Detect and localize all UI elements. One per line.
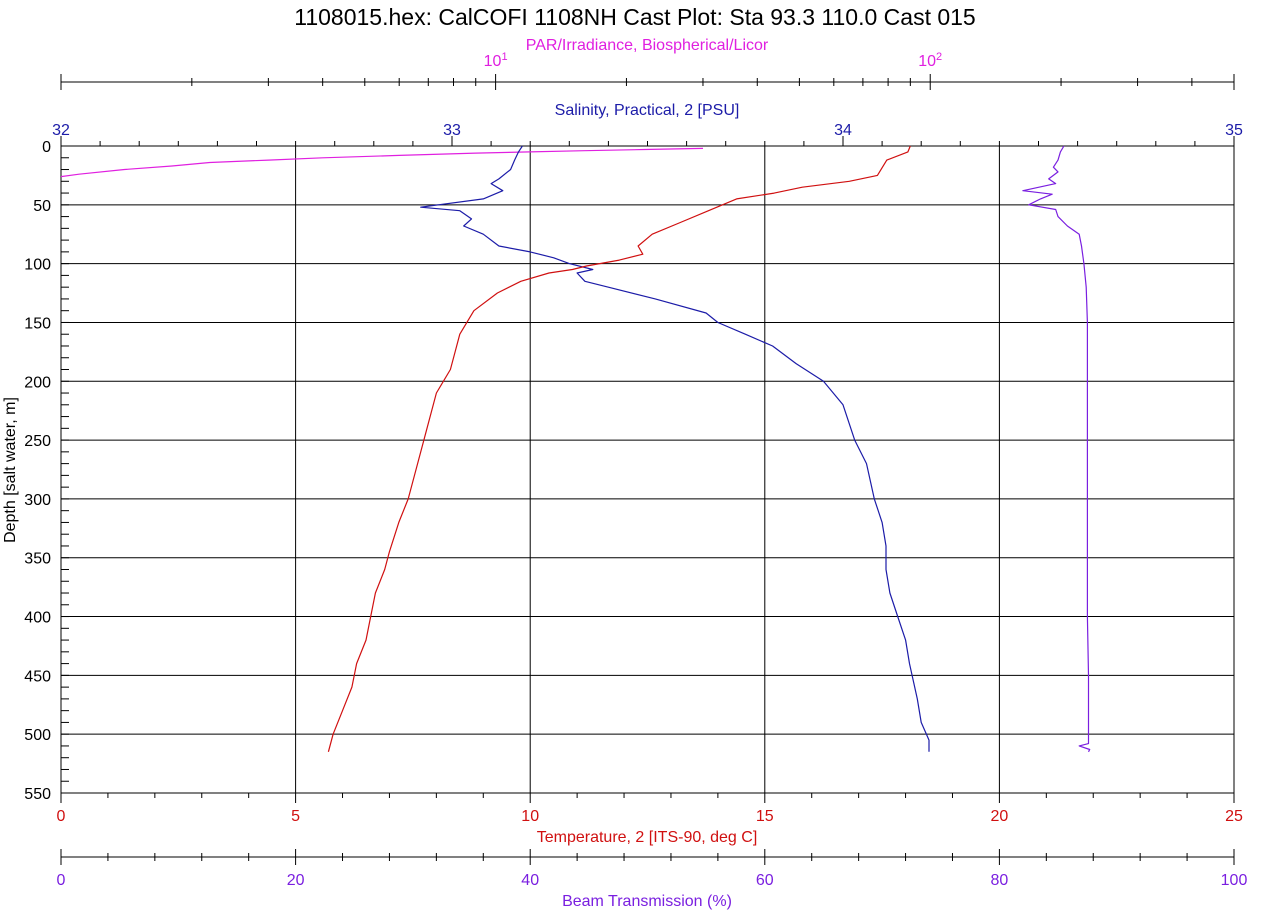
temperature-tick-label: 15 [756, 808, 774, 825]
depth-tick-label: 0 [42, 139, 51, 156]
salinity-tick-label: 34 [834, 122, 852, 139]
salinity-series-line [420, 145, 930, 752]
par-axis-label: PAR/Irradiance, Biospherical/Licor [526, 37, 769, 54]
beam-tick-label: 40 [521, 872, 539, 889]
series-layer [60, 145, 1091, 753]
grid-layer [60, 145, 1235, 794]
depth-tick-label: 400 [24, 610, 51, 627]
beam-tick-label: 20 [287, 872, 305, 889]
depth-tick-label: 250 [24, 433, 51, 450]
beam-tick-label: 60 [756, 872, 774, 889]
temperature-tick-label: 25 [1225, 808, 1243, 825]
depth-tick-label: 100 [24, 257, 51, 274]
temperature-axis-label: Temperature, 2 [ITS-90, deg C] [537, 829, 758, 846]
temperature-tick-label: 10 [521, 808, 539, 825]
depth-tick-label: 300 [24, 492, 51, 509]
beam-tick-label: 100 [1221, 872, 1248, 889]
salinity-tick-label: 32 [52, 122, 70, 139]
salinity-tick-label: 35 [1225, 122, 1243, 139]
par-tick-label: 102 [918, 51, 942, 70]
depth-axis-label: Depth [salt water, m] [2, 397, 19, 543]
depth-tick-label: 150 [24, 315, 51, 332]
salinity-axis-label: Salinity, Practical, 2 [PSU] [555, 102, 740, 119]
depth-tick-label: 550 [24, 786, 51, 803]
depth-tick-label: 50 [33, 198, 51, 215]
depth-tick-label: 500 [24, 727, 51, 744]
temperature-series-line [327, 145, 911, 752]
beam-axis-label: Beam Transmission (%) [562, 893, 732, 910]
temperature-tick-label: 20 [991, 808, 1009, 825]
temperature-tick-label: 0 [57, 808, 66, 825]
depth-tick-label: 450 [24, 668, 51, 685]
par-series-line [60, 147, 704, 178]
temperature-tick-label: 5 [291, 808, 300, 825]
par-tick-label: 101 [484, 51, 508, 70]
depth-tick-label: 350 [24, 551, 51, 568]
salinity-tick-label: 33 [443, 122, 461, 139]
depth-tick-label: 200 [24, 374, 51, 391]
beam-series-line [1022, 145, 1091, 753]
beam-tick-label: 80 [991, 872, 1009, 889]
beam-tick-label: 0 [57, 872, 66, 889]
plot-frame [60, 145, 1235, 794]
chart-title: 1108015.hex: CalCOFI 1108NH Cast Plot: S… [294, 4, 975, 30]
